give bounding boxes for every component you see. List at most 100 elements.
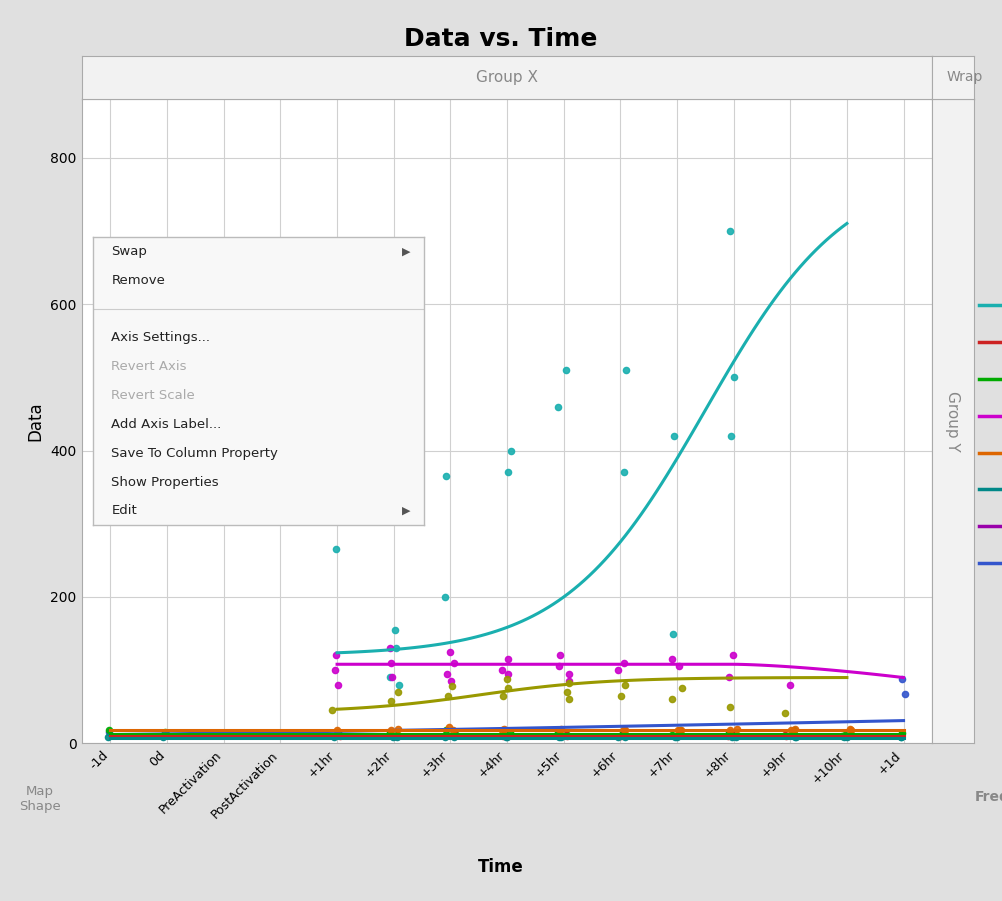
Point (616, 465, 632, 479)
Point (448, 727, 464, 742)
Text: ▶: ▶ (402, 246, 411, 257)
Point (841, 729, 857, 743)
Point (894, 672, 910, 687)
Point (784, 727, 800, 742)
Point (447, 730, 463, 744)
Point (617, 730, 633, 744)
Text: Show Properties: Show Properties (111, 476, 219, 488)
Text: Time: Time (478, 858, 524, 876)
Point (617, 678, 633, 692)
Point (382, 641, 398, 655)
Point (613, 729, 629, 743)
Point (382, 725, 398, 740)
Point (494, 663, 510, 678)
Point (610, 663, 626, 678)
Point (384, 656, 400, 670)
Point (836, 730, 852, 744)
Text: Add Axis Label...: Add Axis Label... (111, 418, 221, 431)
Point (722, 723, 738, 737)
Point (898, 687, 914, 701)
Point (893, 730, 909, 744)
Point (441, 720, 457, 734)
Point (665, 626, 681, 641)
Point (383, 723, 399, 737)
Point (843, 722, 859, 736)
Point (837, 727, 853, 742)
Point (496, 722, 512, 736)
Point (787, 722, 803, 736)
Point (778, 705, 794, 720)
Point (559, 685, 575, 699)
Point (788, 730, 804, 744)
Point (724, 730, 740, 744)
Point (154, 730, 170, 744)
Point (778, 729, 794, 743)
Text: Freq: Freq (975, 790, 1002, 805)
Point (553, 722, 569, 736)
Point (614, 727, 630, 742)
Point (101, 723, 117, 737)
Point (329, 723, 345, 737)
Text: Map
Shape: Map Shape (19, 785, 61, 814)
Point (610, 730, 626, 744)
Point (383, 694, 399, 708)
Point (670, 723, 686, 737)
Point (495, 729, 511, 743)
Point (329, 649, 345, 663)
Point (893, 730, 909, 744)
Point (387, 729, 403, 743)
Point (667, 730, 683, 744)
Point (729, 722, 745, 736)
Point (438, 723, 454, 737)
Text: Edit: Edit (111, 505, 137, 517)
Text: Axis Settings...: Axis Settings... (111, 332, 210, 344)
Point (671, 660, 687, 674)
Point (387, 623, 403, 637)
Point (499, 672, 515, 687)
Point (390, 730, 406, 744)
Point (156, 725, 172, 740)
Point (442, 644, 458, 659)
Point (499, 729, 515, 743)
Point (389, 727, 405, 742)
Point (440, 688, 456, 703)
Text: Remove: Remove (111, 274, 165, 287)
Point (561, 674, 577, 688)
Point (444, 679, 460, 694)
Point (331, 678, 347, 692)
Point (551, 660, 567, 674)
Point (669, 730, 685, 744)
Point (498, 730, 514, 744)
Point (721, 725, 737, 740)
Point (439, 469, 455, 483)
Point (723, 429, 739, 443)
Point (664, 652, 680, 667)
Text: Wrap: Wrap (947, 70, 983, 85)
Point (324, 703, 340, 717)
Point (500, 681, 516, 696)
Point (332, 729, 348, 743)
Point (669, 729, 685, 743)
Point (558, 363, 574, 378)
Point (326, 730, 342, 744)
Point (665, 429, 681, 443)
Point (837, 729, 853, 743)
Point (391, 685, 407, 699)
Point (672, 723, 688, 737)
Point (894, 727, 910, 742)
Point (384, 670, 400, 685)
Point (615, 725, 631, 740)
Point (617, 723, 633, 737)
Point (720, 729, 736, 743)
Point (330, 725, 346, 740)
Point (834, 729, 850, 743)
Point (158, 727, 174, 742)
Point (616, 722, 632, 736)
Text: Revert Scale: Revert Scale (111, 389, 195, 402)
Point (561, 692, 577, 706)
Point (787, 723, 803, 737)
Point (777, 727, 793, 742)
Point (385, 730, 401, 744)
Point (783, 723, 799, 737)
Point (552, 649, 568, 663)
